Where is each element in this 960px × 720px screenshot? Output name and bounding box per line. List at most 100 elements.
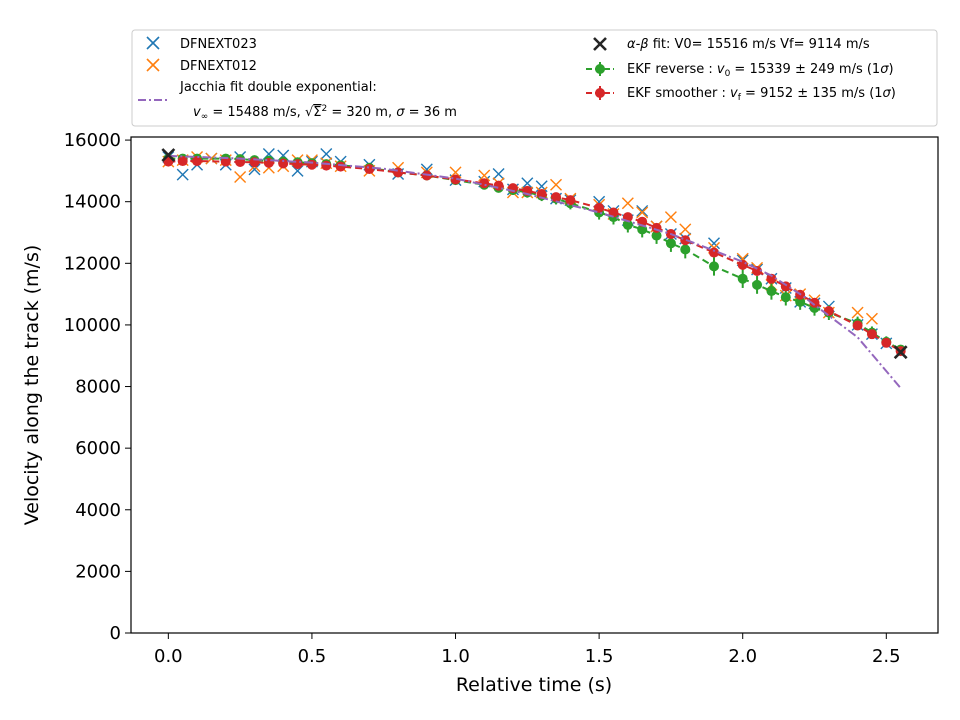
series-jacchia [168, 154, 902, 389]
series-ekf-smoother [163, 156, 906, 357]
plot-area [161, 147, 908, 389]
alphabeta-point [893, 345, 908, 360]
series-alphabeta [161, 148, 908, 360]
x-tick-label: 2.0 [728, 646, 757, 667]
series-dfnext012 [162, 151, 878, 325]
y-tick-label: 0 [110, 623, 121, 644]
legend-ekf-smoother-f: ) [891, 86, 896, 101]
ekf-smoother-point [278, 158, 289, 169]
legend-label-jacchia-line1: Jacchia fit double exponential: [179, 80, 377, 95]
y-tick-label: 4000 [75, 500, 121, 521]
x-tick-label: 0.0 [154, 646, 183, 667]
dfnext012-point [478, 169, 491, 182]
legend-marker-ekf-reverse [586, 62, 614, 76]
ekf-smoother-point [536, 188, 547, 199]
dfnext023-point [176, 168, 189, 181]
legend-ekf-smoother-e: σ [883, 86, 892, 101]
dfnext023-point [707, 237, 720, 250]
legend-ekf-reverse-e: σ [880, 62, 889, 77]
ekf-smoother-point [823, 306, 834, 317]
legend-ekf-smoother-c: f [738, 93, 742, 103]
ekf-smoother-point [192, 156, 203, 167]
dfnext012-point [865, 312, 878, 325]
dfnext012-point [234, 171, 247, 184]
ekf-smoother-point [708, 247, 719, 258]
y-axis: 0 2000 4000 6000 8000 10000 12000 14000 16000 [64, 130, 131, 644]
ekf-smoother-point [177, 156, 188, 167]
legend-jacchia-sq: 2 [321, 104, 327, 114]
alphabeta-point [161, 148, 176, 162]
dfnext012-point [679, 223, 692, 236]
ekf-smoother-point [335, 161, 346, 172]
ekf-reverse-point [665, 238, 676, 249]
ekf-smoother-point [866, 329, 877, 340]
legend-marker-dfnext012 [146, 58, 160, 72]
dfnext012-point [664, 211, 677, 224]
legend-frame [131, 29, 938, 127]
legend-ekf-smoother-b: v [730, 86, 738, 101]
ekf-reverse-point [737, 273, 748, 284]
ekf-smoother-point [220, 156, 231, 167]
series-dfnext023 [162, 147, 907, 359]
ekf-reverse-point [795, 296, 806, 307]
ekf-reverse-point [651, 230, 662, 241]
ekf-smoother-point [393, 167, 404, 178]
ekf-reverse-point [752, 279, 763, 290]
x-axis-label: Relative time (s) [456, 674, 612, 696]
ekf-smoother-point [364, 164, 375, 175]
ekf-smoother-point [321, 160, 332, 171]
legend-alphabeta-a: α-β [627, 37, 649, 52]
y-tick-label: 16000 [64, 130, 121, 151]
ekf-smoother-point [594, 202, 605, 213]
ekf-smoother-line [168, 160, 902, 352]
ekf-smoother-point [809, 297, 820, 308]
legend-jacchia-sval: = 320 m, [327, 105, 396, 120]
x-tick-label: 0.5 [298, 646, 327, 667]
legend-ekf-reverse-a: EKF reverse : [627, 62, 717, 77]
dfnext023-point [492, 167, 505, 180]
y-tick-label: 12000 [64, 253, 121, 274]
legend-label-alphabeta: α-β fit: V0= 15516 m/s Vf= 9114 m/s [627, 37, 870, 52]
legend-label-ekf-smoother: EKF smoother : vf = 9152 ± 135 m/s (1σ) [627, 86, 896, 103]
ekf-smoother-point [306, 159, 317, 170]
y-tick-label: 8000 [75, 377, 121, 398]
ekf-smoother-point [881, 337, 892, 348]
jacchia-fit-line [168, 154, 902, 389]
legend: DFNEXT023 DFNEXT012 Jacchia fit double e… [131, 29, 938, 127]
legend-jacchia-sigma: Σ [313, 105, 321, 120]
dfnext023-point [636, 204, 649, 217]
legend-jacchia-inf: ∞ [201, 112, 209, 122]
legend-ekf-reverse-f: ) [888, 62, 893, 77]
x-tick-label: 1.0 [441, 646, 470, 667]
plot-frame [130, 136, 939, 634]
ekf-smoother-point [852, 320, 863, 331]
y-axis-label: Velocity along the track (m/s) [21, 245, 43, 526]
legend-label-dfnext012: DFNEXT012 [180, 59, 257, 74]
legend-label-jacchia-line2: v∞ = 15488 m/s, √Σ2 = 320 m, σ = 36 m [193, 104, 457, 122]
dfnext023-point [521, 177, 534, 190]
dfnext012-point [636, 206, 649, 219]
x-tick-label: 1.5 [585, 646, 614, 667]
legend-marker-dfnext023 [146, 36, 160, 50]
ekf-smoother-point [565, 195, 576, 206]
ekf-reverse-point [708, 261, 719, 272]
y-tick-label: 2000 [75, 561, 121, 582]
dfnext012-point [449, 166, 462, 179]
ekf-reverse-line [168, 157, 902, 351]
legend-jacchia-vval: = 15488 m/s, [208, 105, 305, 120]
legend-ekf-reverse-c: 0 [725, 69, 731, 79]
dfnext023-point [320, 147, 333, 160]
legend-marker-ekf-smoother [586, 86, 614, 100]
legend-ekf-reverse-b: v [717, 62, 725, 77]
ekf-smoother-point [551, 192, 562, 203]
legend-jacchia-sqrt: √ [305, 105, 314, 120]
dfnext012-point [550, 178, 563, 191]
legend-jacchia-sigval: = 36 m [404, 105, 457, 120]
y-tick-label: 6000 [75, 438, 121, 459]
legend-marker-alphabeta [593, 37, 607, 51]
dfnext023-point [535, 180, 548, 193]
ekf-smoother-point [450, 174, 461, 185]
ekf-smoother-point [608, 207, 619, 218]
ekf-smoother-point [479, 178, 490, 189]
